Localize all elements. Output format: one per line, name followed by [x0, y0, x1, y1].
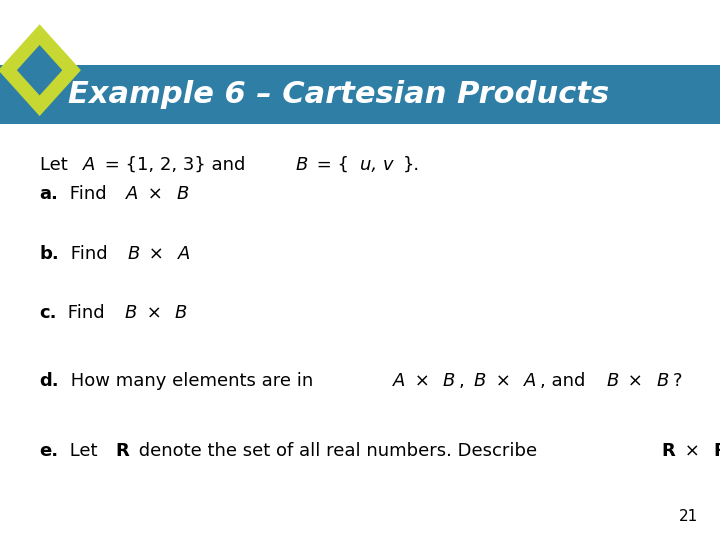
- Text: A: A: [524, 372, 536, 390]
- Text: }.: }.: [403, 156, 420, 174]
- Text: R: R: [115, 442, 129, 460]
- Text: ×: ×: [622, 372, 649, 390]
- Text: B: B: [295, 156, 307, 174]
- Text: denote the set of all real numbers. Describe: denote the set of all real numbers. Desc…: [132, 442, 543, 460]
- Text: B: B: [657, 372, 669, 390]
- Text: ×: ×: [140, 304, 167, 322]
- Text: Example 6 – Cartesian Products: Example 6 – Cartesian Products: [68, 80, 610, 109]
- Text: How many elements are in: How many elements are in: [65, 372, 319, 390]
- Polygon shape: [0, 24, 81, 116]
- Text: A: A: [178, 245, 190, 263]
- Text: , and: , and: [540, 372, 591, 390]
- Text: e.: e.: [40, 442, 59, 460]
- Text: = {1, 2, 3} and: = {1, 2, 3} and: [99, 156, 251, 174]
- Text: ×: ×: [143, 185, 169, 204]
- Text: c.: c.: [40, 304, 57, 322]
- Text: ×: ×: [409, 372, 436, 390]
- Polygon shape: [17, 45, 63, 96]
- Text: B: B: [443, 372, 455, 390]
- Text: R: R: [662, 442, 675, 460]
- Text: A: A: [392, 372, 405, 390]
- Text: 21: 21: [679, 509, 698, 524]
- Text: Find: Find: [62, 304, 111, 322]
- Text: B: B: [175, 304, 187, 322]
- Text: d.: d.: [40, 372, 59, 390]
- Text: ×: ×: [143, 245, 170, 263]
- Text: A: A: [127, 185, 139, 204]
- Text: A: A: [83, 156, 95, 174]
- Text: B: B: [606, 372, 618, 390]
- Text: B: B: [127, 245, 140, 263]
- Text: ,: ,: [459, 372, 470, 390]
- Text: u, v: u, v: [360, 156, 394, 174]
- Text: B: B: [474, 372, 486, 390]
- Text: Find: Find: [65, 245, 114, 263]
- Text: Let: Let: [40, 156, 73, 174]
- Text: ×: ×: [490, 372, 516, 390]
- Text: b.: b.: [40, 245, 59, 263]
- Text: ×: ×: [679, 442, 706, 460]
- Text: = {: = {: [311, 156, 349, 174]
- Text: R: R: [714, 442, 720, 460]
- Text: ?: ?: [672, 372, 682, 390]
- Text: Find: Find: [64, 185, 112, 204]
- Text: B: B: [125, 304, 137, 322]
- Text: Let: Let: [64, 442, 104, 460]
- Text: B: B: [176, 185, 189, 204]
- Text: a.: a.: [40, 185, 58, 204]
- Bar: [0, 65, 720, 124]
